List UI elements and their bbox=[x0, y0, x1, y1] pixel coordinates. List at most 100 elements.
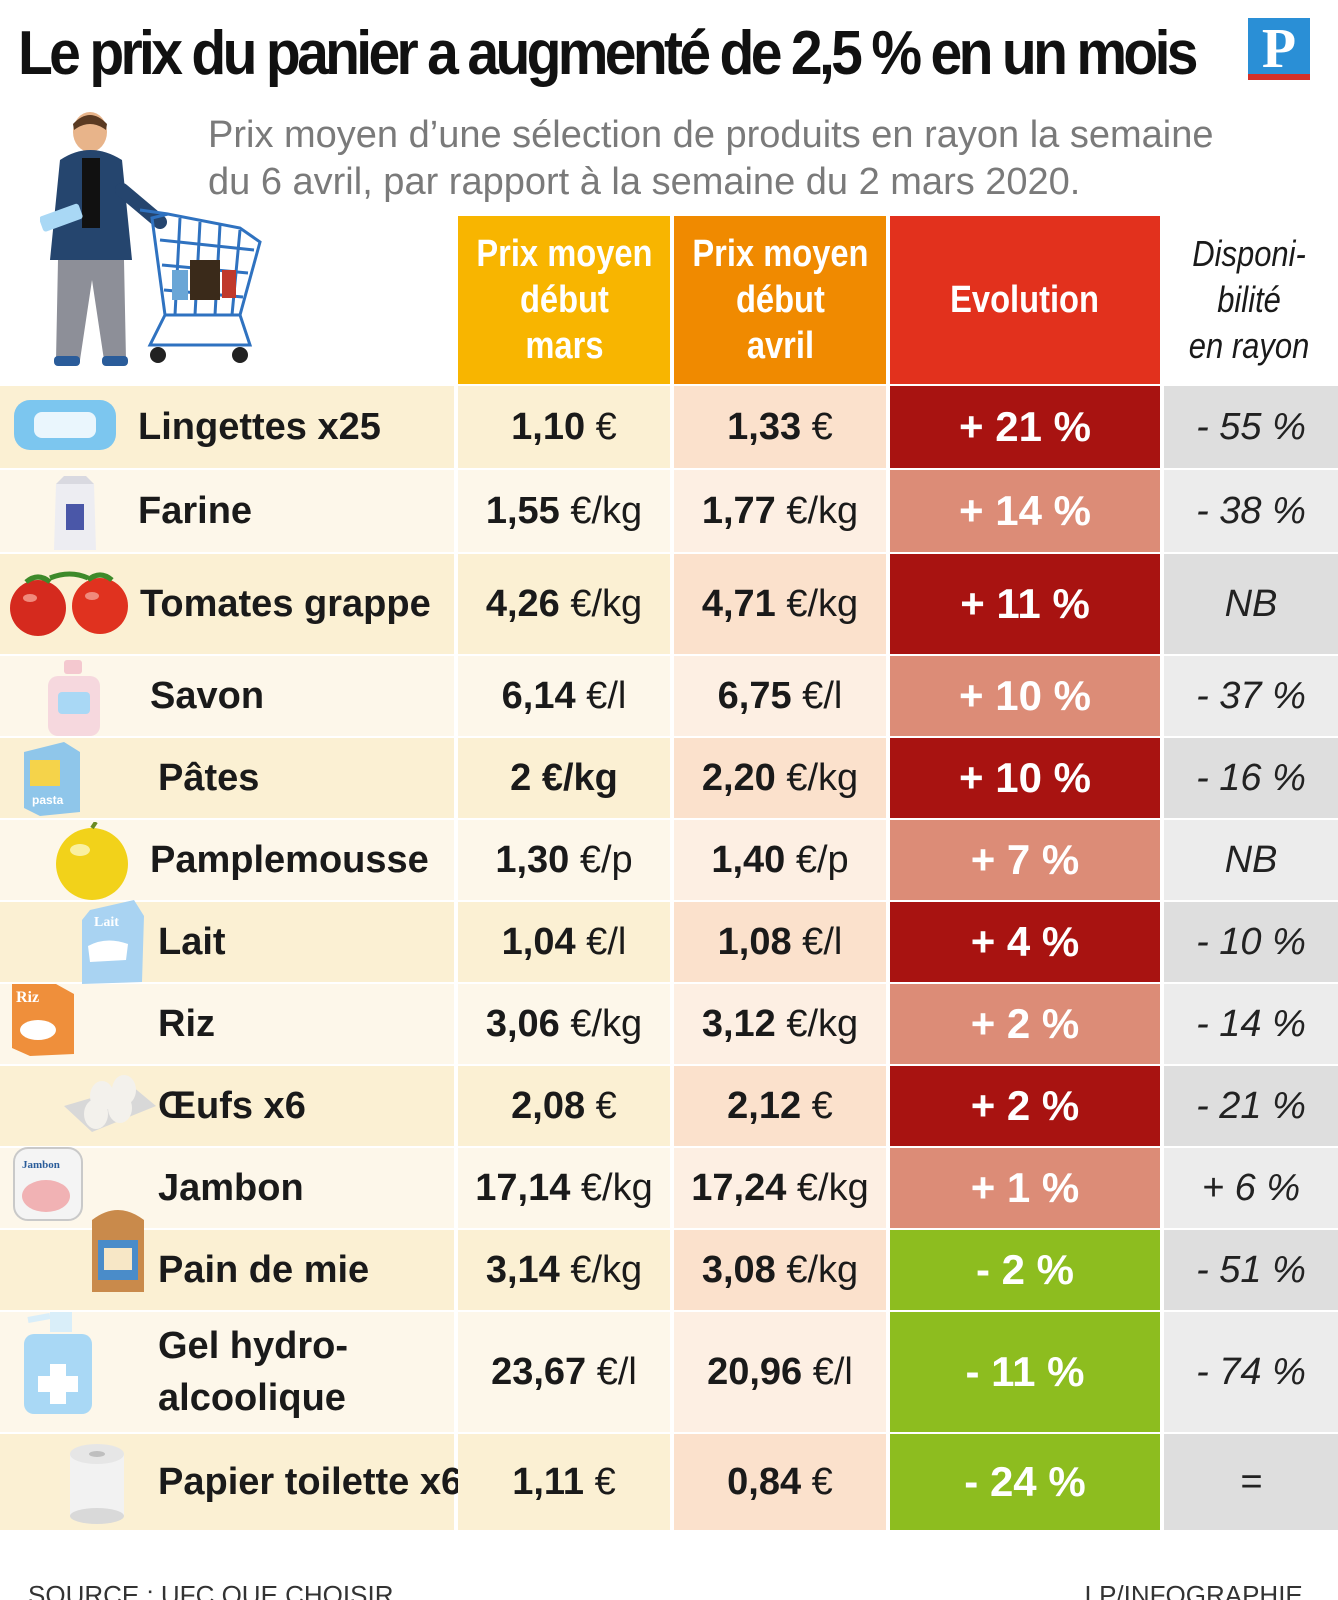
product-name-line: Lait bbox=[158, 921, 226, 963]
evolution-cell: + 21 % bbox=[890, 386, 1160, 468]
evolution-cell: + 10 % bbox=[890, 656, 1160, 736]
dispo-value: - 37 % bbox=[1196, 674, 1306, 717]
evolution-value: + 11 % bbox=[960, 580, 1090, 627]
price-mars-value: 1,10 bbox=[511, 405, 586, 448]
price-avril-cell: 17,24 €/kg bbox=[674, 1148, 886, 1228]
bread-loaf-icon bbox=[80, 1200, 156, 1306]
price-avril-value: 2,20 bbox=[701, 756, 776, 799]
price-avril-value: 1,33 bbox=[727, 405, 802, 448]
product-name: Pamplemousse bbox=[150, 834, 429, 886]
price-mars-unit: € bbox=[585, 405, 617, 448]
price-avril-value: 20,96 bbox=[707, 1350, 803, 1393]
source-note: SOURCE : UFC QUE CHOISIR. bbox=[28, 1580, 401, 1600]
product-name: Œufs x6 bbox=[158, 1080, 306, 1132]
product-name: Lait bbox=[158, 916, 226, 968]
dispo-cell: - 74 % bbox=[1164, 1312, 1338, 1432]
page-title: Le prix du panier a augmenté de 2,5 % en… bbox=[18, 19, 1198, 88]
product-cell: Papier toilette x6 bbox=[0, 1434, 462, 1530]
toilet-paper-icon bbox=[62, 1440, 138, 1534]
header-avril-line-1: Prix moyen bbox=[691, 233, 869, 275]
evolution-value: + 4 % bbox=[970, 918, 1080, 965]
header-dispo-line-2: bilité bbox=[1217, 279, 1281, 320]
product-cell: Lait Lait bbox=[0, 900, 454, 984]
dispo-cell: - 10 % bbox=[1164, 902, 1338, 982]
product-cell: Tomates grappe bbox=[0, 554, 454, 654]
credit-note: LP/INFOGRAPHIE. bbox=[1084, 1580, 1310, 1600]
price-avril-value: 3,08 bbox=[701, 1248, 776, 1291]
hand-gel-icon bbox=[18, 1306, 98, 1426]
subtitle-line-2: du 6 avril, par rapport à la semaine du … bbox=[208, 161, 1081, 203]
rice-box-icon: Riz bbox=[8, 978, 78, 1068]
milk-carton-icon: Lait bbox=[76, 896, 148, 996]
table-row: Gel hydro-alcoolique 23,67 €/l 20,96 €/l - … bbox=[0, 1312, 1338, 1432]
product-cell: pasta Pâtes bbox=[0, 738, 454, 818]
price-mars-unit: € bbox=[584, 1460, 616, 1503]
price-mars-cell: 1,11 € bbox=[458, 1434, 670, 1530]
evolution-cell: + 7 % bbox=[890, 820, 1160, 900]
table-row: Jambon Jambon 17,14 €/kg 17,24 €/kg + 1 % + 6… bbox=[0, 1147, 1338, 1228]
price-mars-value: 3,14 bbox=[485, 1248, 560, 1291]
price-avril-cell: 2,12 € bbox=[674, 1066, 886, 1146]
dispo-cell: - 51 % bbox=[1164, 1230, 1338, 1310]
price-mars-value: 1,55 bbox=[485, 489, 560, 532]
price-mars-value: 3,06 bbox=[485, 1002, 560, 1045]
price-avril-unit: €/kg bbox=[775, 756, 859, 799]
table-row: Lingettes x25 1,10 €1,33 € + 21 % - 55 % bbox=[0, 386, 1338, 468]
product-name-line: Riz bbox=[158, 1003, 215, 1045]
dispo-cell: NB bbox=[1164, 820, 1338, 900]
product-name-line: Papier toilette x6 bbox=[158, 1461, 463, 1503]
header-dispo-line-1: Disponi- bbox=[1192, 233, 1306, 274]
evolution-value: + 2 % bbox=[970, 1000, 1080, 1047]
column-header-avril: Prix moyen début avril bbox=[674, 216, 886, 384]
dispo-cell: = bbox=[1164, 1434, 1338, 1530]
product-name: Pâtes bbox=[158, 752, 259, 804]
price-avril-value: 3,12 bbox=[701, 1002, 776, 1045]
price-mars-unit: €/l bbox=[586, 1350, 637, 1393]
dispo-cell: - 37 % bbox=[1164, 656, 1338, 736]
product-name-line: Tomates grappe bbox=[140, 583, 431, 625]
price-mars-value: 6,14 bbox=[501, 674, 576, 717]
price-mars-cell: 23,67 €/l bbox=[458, 1312, 670, 1432]
dispo-cell: - 55 % bbox=[1164, 386, 1338, 468]
evolution-value: - 2 % bbox=[975, 1246, 1075, 1293]
column-header-dispo: Disponi- bilité en rayon bbox=[1160, 216, 1338, 384]
price-avril-unit: €/kg bbox=[775, 1002, 859, 1045]
subtitle-line-1: Prix moyen d’une sélection de produits e… bbox=[208, 114, 1214, 156]
header-dispo-line-3: en rayon bbox=[1188, 325, 1310, 366]
svg-text:Riz: Riz bbox=[16, 989, 39, 1006]
product-name: Farine bbox=[138, 485, 252, 537]
evolution-value: + 14 % bbox=[959, 487, 1091, 534]
product-cell: Pamplemousse bbox=[0, 820, 454, 900]
dispo-value: - 14 % bbox=[1196, 1002, 1306, 1045]
price-avril-cell: 1,33 € bbox=[674, 386, 886, 468]
price-avril-unit: €/kg bbox=[786, 1166, 869, 1209]
product-name-line: Savon bbox=[150, 675, 265, 717]
price-mars-unit: € bbox=[585, 1084, 617, 1127]
evolution-value: + 7 % bbox=[970, 836, 1080, 883]
table-row: Pamplemousse 1,30 €/p 1,40 €/p + 7 % NB bbox=[0, 820, 1338, 900]
evolution-cell: + 10 % bbox=[890, 738, 1160, 818]
header-evolution-label: Evolution bbox=[950, 279, 1100, 321]
header-mars-line-2: début bbox=[519, 279, 609, 321]
table-row: Tomates grappe 4,26 €/kg 4,71 €/kg + 11 % NB bbox=[0, 554, 1338, 654]
dispo-cell: + 6 % bbox=[1164, 1148, 1338, 1228]
table-row: Pain de mie 3,14 €/kg 3,08 €/kg - 2 % - 51 % bbox=[0, 1210, 1338, 1310]
header-mars-line-1: Prix moyen bbox=[475, 233, 653, 275]
product-cell: Œufs x6 bbox=[0, 1066, 454, 1146]
product-cell: Pain de mie bbox=[0, 1210, 454, 1310]
product-cell: Lingettes x25 bbox=[0, 386, 454, 468]
dispo-value: - 38 % bbox=[1196, 489, 1306, 532]
dispo-value: - 55 % bbox=[1196, 405, 1306, 448]
price-avril-value: 1,40 bbox=[711, 838, 786, 881]
price-mars-value: 23,67 bbox=[491, 1350, 587, 1393]
product-name-line: Pamplemousse bbox=[150, 839, 429, 881]
dispo-value: + 6 % bbox=[1201, 1166, 1301, 1209]
product-cell: Riz Riz bbox=[0, 984, 454, 1064]
table-row: Savon 6,14 €/l 6,75 €/l + 10 % - 37 % bbox=[0, 656, 1338, 736]
shopper-with-cart-illustration bbox=[40, 112, 262, 366]
price-mars-value: 1,11 bbox=[512, 1460, 585, 1503]
price-mars-unit: €/kg bbox=[559, 1248, 643, 1291]
price-avril-cell: 3,12 €/kg bbox=[674, 984, 886, 1064]
product-name: Jambon bbox=[158, 1162, 304, 1214]
price-avril-unit: € bbox=[801, 405, 833, 448]
